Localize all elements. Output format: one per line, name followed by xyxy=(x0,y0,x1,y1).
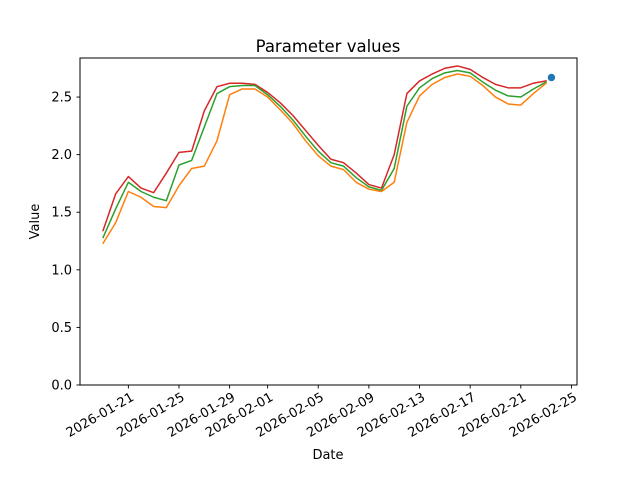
y-tick-label: 1.5 xyxy=(51,206,72,221)
x-axis-label: Date xyxy=(312,448,343,463)
series-line-series-3 xyxy=(102,73,547,245)
series-line-series-2 xyxy=(102,69,547,239)
chart-title: Parameter values xyxy=(256,37,401,56)
y-tick-label: 1.0 xyxy=(51,263,72,278)
axes-spines xyxy=(79,57,578,386)
series-line-series-1 xyxy=(102,65,547,232)
y-tick-label: 0.5 xyxy=(51,321,72,336)
y-axis-label: Value xyxy=(28,204,43,240)
y-tick-label: 2.5 xyxy=(51,91,72,106)
y-tick-label: 2.0 xyxy=(51,148,72,163)
end-marker-dot xyxy=(547,73,556,82)
plot-area: 2026-01-212026-01-252026-01-292026-02-01… xyxy=(51,57,580,441)
y-tick-label: 0.0 xyxy=(51,379,72,394)
